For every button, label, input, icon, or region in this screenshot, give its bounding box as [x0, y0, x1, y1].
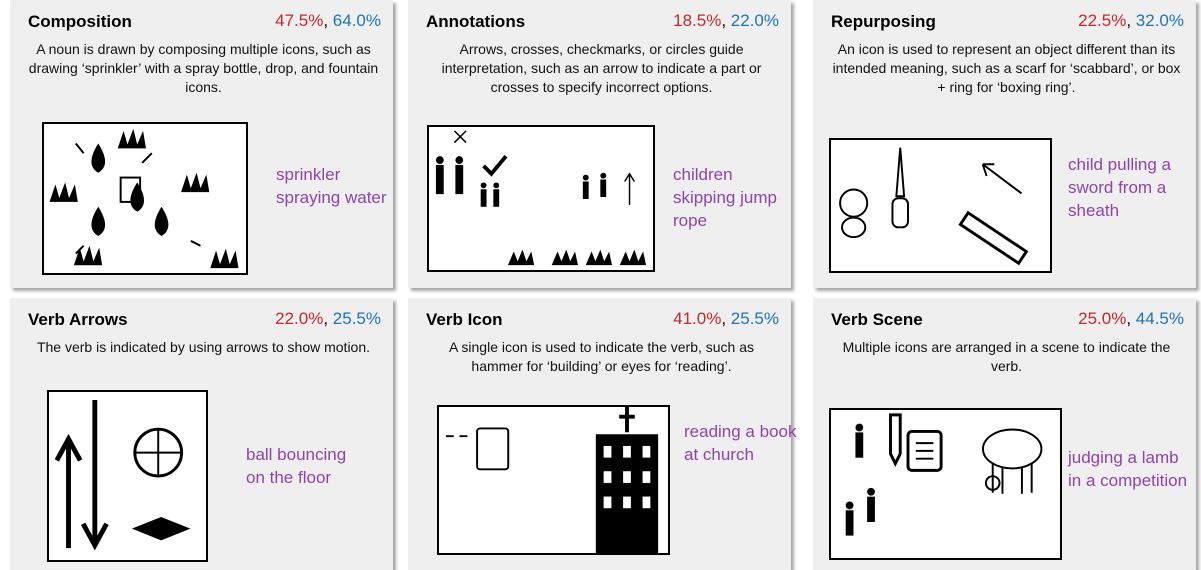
score: 22.0% — [731, 11, 779, 30]
illustration — [829, 138, 1052, 273]
card: Annotations 18.5%, 22.0% Arrows, crosses… — [408, 0, 791, 288]
illustration — [42, 122, 248, 275]
score: 25.5% — [333, 309, 381, 328]
card: Verb Icon 41.0%, 25.5% A single icon is … — [408, 298, 791, 570]
caption: sprinkler spraying water — [276, 163, 396, 209]
scores: 22.5%, 32.0% — [1078, 11, 1184, 31]
icons — [439, 407, 668, 553]
separator: , — [1126, 309, 1135, 328]
caption: ball bouncing on the floor — [246, 443, 366, 489]
card-title: Composition — [28, 12, 132, 32]
separator: , — [323, 309, 332, 328]
description: The verb is indicated by using arrows to… — [28, 338, 379, 357]
score: 22.5% — [1078, 11, 1126, 30]
caption: children skipping jump rope — [673, 163, 793, 232]
separator: , — [721, 11, 730, 30]
score: 32.0% — [1136, 11, 1184, 30]
card-title: Verb Arrows — [28, 310, 128, 330]
card: Composition 47.5%, 64.0% A noun is drawn… — [10, 0, 393, 288]
illustration — [427, 125, 655, 272]
icons — [44, 124, 246, 273]
description: Arrows, crosses, checkmarks, or circles … — [426, 40, 777, 97]
description: Multiple icons are arranged in a scene t… — [831, 338, 1182, 376]
card: Repurposing 22.5%, 32.0% An icon is used… — [813, 0, 1196, 288]
icons — [49, 392, 206, 560]
card-title: Verb Scene — [831, 310, 923, 330]
card-title: Verb Icon — [426, 310, 503, 330]
card-title: Repurposing — [831, 12, 936, 32]
description: A single icon is used to indicate the ve… — [426, 338, 777, 376]
caption: judging a lamb in a competition — [1068, 446, 1188, 492]
score: 18.5% — [673, 11, 721, 30]
scores: 22.0%, 25.5% — [275, 309, 381, 329]
illustration — [829, 408, 1062, 560]
score: 64.0% — [333, 11, 381, 30]
description: A noun is drawn by composing multiple ic… — [28, 40, 379, 97]
scores: 18.5%, 22.0% — [673, 11, 779, 31]
separator: , — [721, 309, 730, 328]
illustration — [47, 390, 208, 562]
icons — [429, 127, 653, 270]
caption: reading a book at church — [684, 420, 804, 466]
scores: 47.5%, 64.0% — [275, 11, 381, 31]
scores: 25.0%, 44.5% — [1078, 309, 1184, 329]
score: 25.0% — [1078, 309, 1126, 328]
scores: 41.0%, 25.5% — [673, 309, 779, 329]
description: An icon is used to represent an object d… — [831, 40, 1182, 97]
score: 22.0% — [275, 309, 323, 328]
caption: child pulling a sword from a sheath — [1068, 153, 1188, 222]
separator: , — [323, 11, 332, 30]
score: 44.5% — [1136, 309, 1184, 328]
page: Composition 47.5%, 64.0% A noun is drawn… — [0, 0, 1201, 570]
score: 41.0% — [673, 309, 721, 328]
card-title: Annotations — [426, 12, 525, 32]
icons — [831, 410, 1060, 558]
card: Verb Scene 25.0%, 44.5% Multiple icons a… — [813, 298, 1196, 570]
score: 25.5% — [731, 309, 779, 328]
score: 47.5% — [275, 11, 323, 30]
icons — [831, 140, 1050, 271]
illustration — [437, 405, 670, 555]
separator: , — [1126, 11, 1135, 30]
card: Verb Arrows 22.0%, 25.5% The verb is ind… — [10, 298, 393, 570]
